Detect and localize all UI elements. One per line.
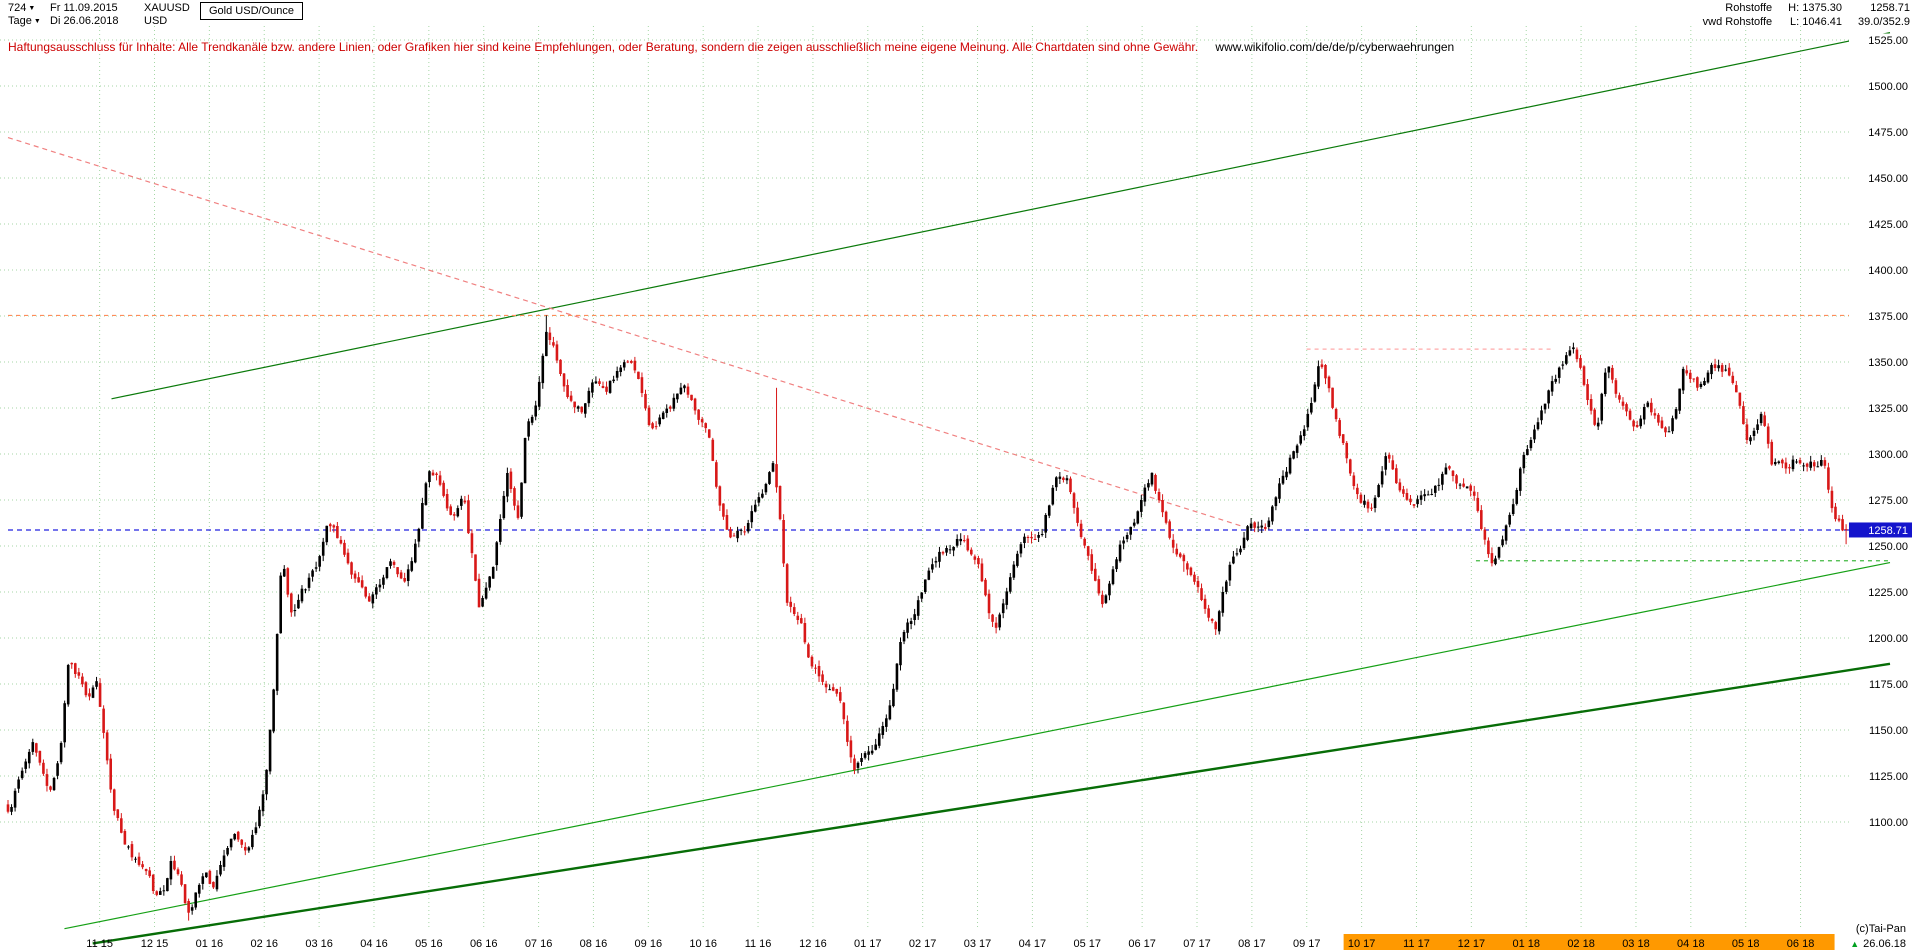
x-axis-label: 10 16 xyxy=(689,938,717,950)
x-axis-label: 12 17 xyxy=(1458,938,1486,950)
timeframe-value: Tage xyxy=(8,15,32,27)
y-axis-tick-label: 1225.00 xyxy=(1868,587,1908,599)
timeframe-dropdown[interactable]: Tage ▼ xyxy=(8,15,50,28)
x-axis-label: 05 17 xyxy=(1074,938,1102,950)
x-axis-label: 01 16 xyxy=(196,938,224,950)
y-axis-tick-label: 1500.00 xyxy=(1868,81,1908,93)
bars-count-value: 724 xyxy=(8,2,27,14)
disclaimer-text: Haftungsausschluss für Inhalte: Alle Tre… xyxy=(8,40,1199,54)
x-axis-label: 09 16 xyxy=(635,938,663,950)
disclaimer: Haftungsausschluss für Inhalte: Alle Tre… xyxy=(8,40,1454,54)
triangle-up-icon: ▲ xyxy=(1850,938,1860,949)
currency-label: USD xyxy=(144,15,168,27)
y-axis-tick-label: 1400.00 xyxy=(1868,265,1908,277)
current-price-tag-label: 1258.71 xyxy=(1868,525,1908,537)
quote-info: Rohstoffe H: 1375.30 1258.71 vwd Rohstof… xyxy=(1703,2,1910,28)
grid xyxy=(0,26,1893,930)
date-highlight-band xyxy=(1343,934,1835,950)
last-date-indicator: ▲ 26.06.18 xyxy=(1850,938,1906,950)
trend-line-support-thick xyxy=(92,662,1891,945)
chart-controls-row-2: Tage ▼ Di 26.06.2018 USD xyxy=(8,15,190,28)
instrument-name-box: Gold USD/Ounce xyxy=(200,2,303,20)
x-axis-label: 04 17 xyxy=(1019,938,1047,950)
x-axis-label: 02 17 xyxy=(909,938,937,950)
y-axis-tick-label: 1100.00 xyxy=(1869,817,1908,829)
y-axis-tick-label: 1150.00 xyxy=(1869,725,1908,737)
x-axis-label: 03 16 xyxy=(305,938,333,950)
y-axis-tick-label: 1175.00 xyxy=(1869,679,1908,691)
chart-controls: 724 ▼ Fr 11.09.2015 XAUUSD Tage ▼ Di 26.… xyxy=(8,2,190,28)
trend-line-upper-channel xyxy=(111,32,1891,400)
x-axis-label: 07 17 xyxy=(1183,938,1211,950)
chevron-down-icon: ▼ xyxy=(33,18,41,25)
x-axis-label: 11 16 xyxy=(745,938,772,950)
provider-label: vwd Rohstoffe xyxy=(1702,16,1773,28)
y-axis-tick-label: 1375.00 xyxy=(1868,311,1908,323)
x-axis-label: 10 17 xyxy=(1348,938,1376,950)
price-axis: 1100.00 1125.00 1150.00 1175.00 1200.00 1225.… xyxy=(1849,33,1912,829)
x-axis-label: 07 16 xyxy=(525,938,553,950)
trend-line-support-thin xyxy=(64,561,1891,930)
candlestick-series xyxy=(6,315,1848,921)
category-label: Rohstoffe xyxy=(1725,2,1773,14)
trend-lines xyxy=(7,32,1891,945)
x-axis-label: 09 17 xyxy=(1293,938,1321,950)
x-axis-label: 11 17 xyxy=(1403,938,1430,950)
y-axis-tick-label: 1350.00 xyxy=(1868,357,1908,369)
quote-value-bottom: 39.0/352.9 xyxy=(1858,16,1910,28)
trend-line-downtrend-dashed xyxy=(7,136,1241,527)
range-start-date: Fr 11.09.2015 xyxy=(50,2,118,14)
x-axis-label: 04 18 xyxy=(1677,938,1705,950)
y-axis-tick-label: 1125.00 xyxy=(1869,771,1908,783)
date-axis: 11 15 12 15 01 16 02 16 03 16 04 16 05 16 06 16… xyxy=(86,934,1835,950)
x-axis-label: 02 18 xyxy=(1567,938,1595,950)
x-axis-label: 01 18 xyxy=(1512,938,1540,950)
x-axis-label: 05 16 xyxy=(415,938,443,950)
x-axis-label: 05 18 xyxy=(1732,938,1760,950)
y-axis-tick-label: 1525.00 xyxy=(1868,35,1908,47)
low-value-label: L: 1046.41 xyxy=(1790,16,1842,28)
x-axis-label: 03 18 xyxy=(1622,938,1650,950)
chevron-down-icon: ▼ xyxy=(28,5,36,12)
last-date-label: 26.06.18 xyxy=(1863,938,1906,950)
range-end-date: Di 26.06.2018 xyxy=(50,15,119,27)
x-axis-label: 08 17 xyxy=(1238,938,1266,950)
x-axis-label: 11 15 xyxy=(86,938,113,950)
x-axis-label: 08 16 xyxy=(580,938,608,950)
quote-value-top: 1258.71 xyxy=(1870,2,1910,14)
y-axis-tick-label: 1200.00 xyxy=(1868,633,1908,645)
x-axis-label: 01 17 xyxy=(854,938,882,950)
x-axis-label: 12 15 xyxy=(141,938,169,950)
instrument-name: Gold USD/Ounce xyxy=(209,5,294,17)
y-axis-tick-label: 1425.00 xyxy=(1868,219,1908,231)
y-axis-tick-label: 1300.00 xyxy=(1868,449,1908,461)
x-axis-label: 02 16 xyxy=(250,938,278,950)
x-axis-label: 06 18 xyxy=(1787,938,1815,950)
disclaimer-url: www.wikifolio.com/de/de/p/cyberwaehrunge… xyxy=(1215,40,1455,54)
bars-count-dropdown[interactable]: 724 ▼ xyxy=(8,2,50,15)
y-axis-tick-label: 1325.00 xyxy=(1868,403,1908,415)
y-axis-tick-label: 1475.00 xyxy=(1868,127,1908,139)
current-price-tag xyxy=(1849,522,1912,538)
x-axis-label: 06 17 xyxy=(1128,938,1156,950)
symbol-label: XAUUSD xyxy=(144,2,190,14)
x-axis-label: 06 16 xyxy=(470,938,498,950)
x-axis-label: 12 16 xyxy=(799,938,827,950)
y-axis-tick-label: 1450.00 xyxy=(1868,173,1908,185)
high-value-label: H: 1375.30 xyxy=(1788,2,1842,14)
y-axis-tick-label: 1275.00 xyxy=(1868,495,1908,507)
y-axis-tick-label: 1250.00 xyxy=(1868,541,1908,553)
chart-controls-row-1: 724 ▼ Fr 11.09.2015 XAUUSD xyxy=(8,2,190,15)
copyright-label: (c)Tai-Pan xyxy=(1855,923,1906,935)
x-axis-label: 03 17 xyxy=(964,938,992,950)
x-axis-label: 04 16 xyxy=(360,938,388,950)
